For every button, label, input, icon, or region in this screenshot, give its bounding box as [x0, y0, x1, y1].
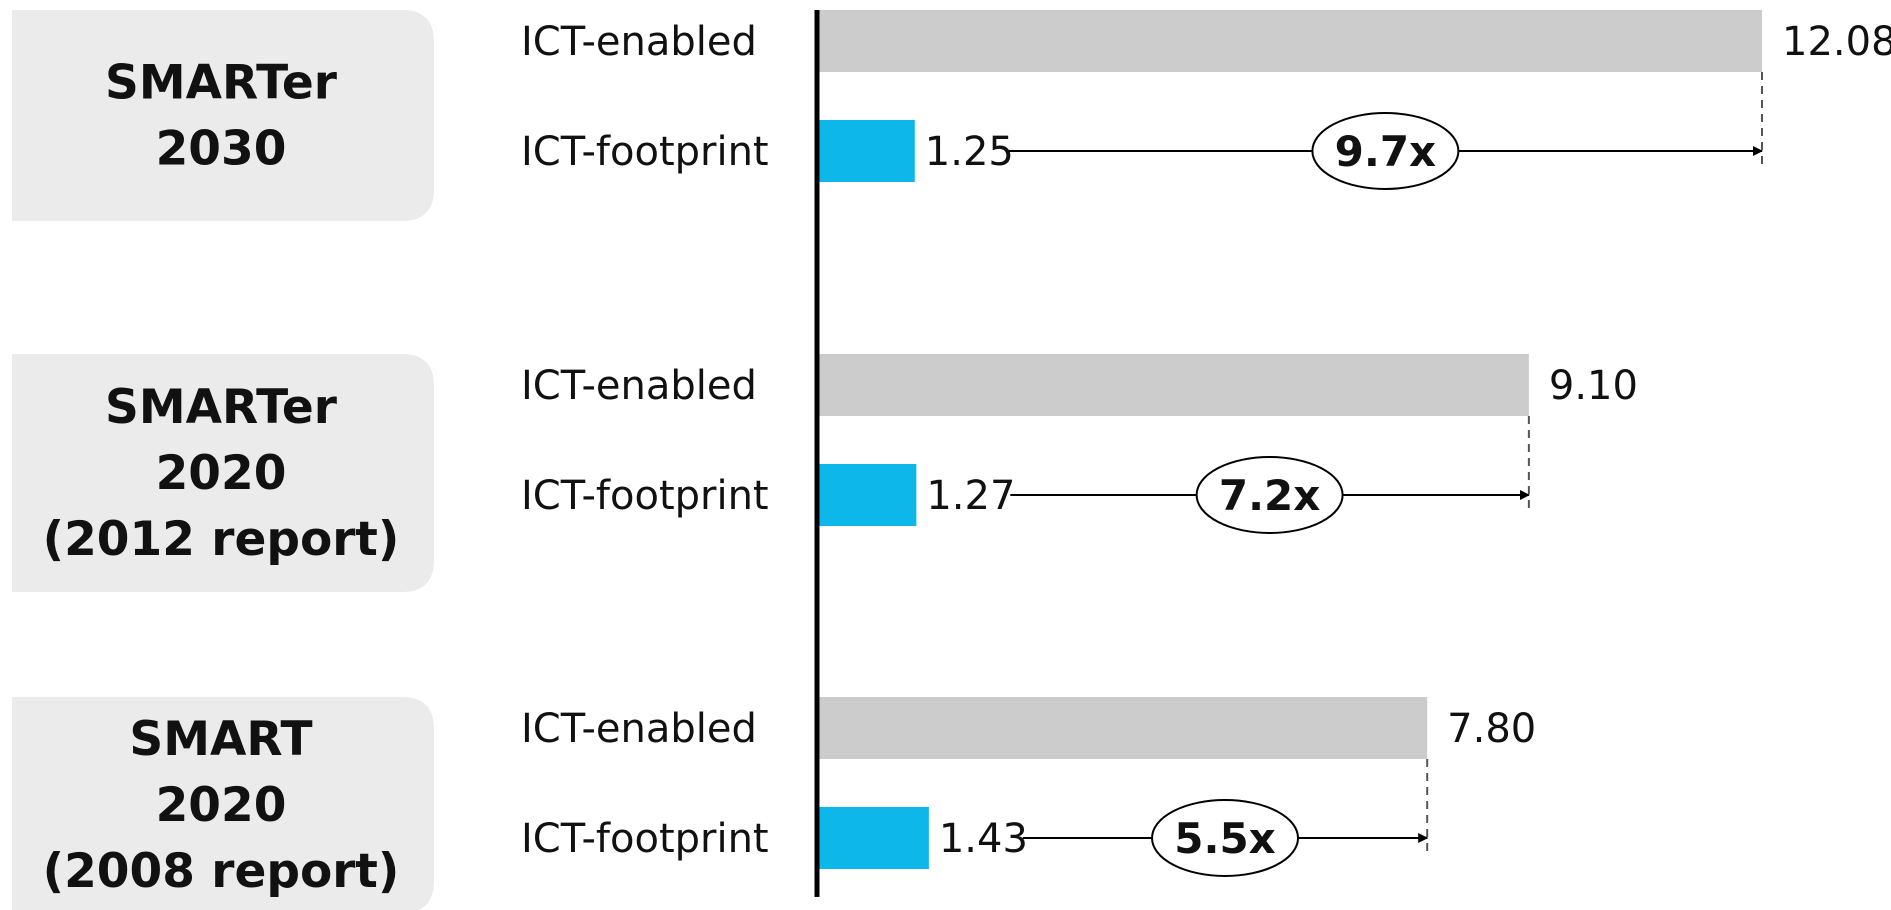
group-label-line: 2020	[156, 778, 287, 833]
enabled-row-label: ICT-enabled	[521, 363, 757, 409]
enabled-bar	[817, 697, 1428, 759]
enabled-row-label: ICT-enabled	[521, 19, 757, 65]
group-panels: SMARTer 2030 SMARTer 2020 (2012 report) SMART…	[12, 10, 434, 910]
footprint-row-label: ICT-footprint	[521, 473, 769, 519]
group-label-line: 2030	[156, 122, 287, 177]
group-panel	[12, 10, 434, 221]
footprint-value-label: 1.43	[939, 816, 1028, 862]
group-label-line: (2012 report)	[43, 512, 400, 567]
enabled-value-label: 12.08	[1782, 19, 1891, 65]
footprint-value-label: 1.27	[926, 473, 1015, 519]
group-panel	[12, 354, 434, 592]
group-label-line: (2008 report)	[43, 844, 400, 899]
multiplier-ellipse	[1151, 799, 1300, 877]
footprint-row-label: ICT-footprint	[521, 816, 769, 862]
group-label-line: 2020	[156, 446, 287, 501]
enabled-bar	[817, 10, 1762, 72]
enabled-value-label: 7.80	[1447, 706, 1536, 752]
footprint-bar	[819, 120, 915, 182]
group-label-line: SMARTer	[105, 380, 338, 435]
enabled-value-label: 9.10	[1549, 363, 1638, 409]
enabled-bar	[817, 354, 1529, 416]
footprint-bar	[819, 464, 917, 526]
group-label-line: SMARTer	[105, 56, 338, 111]
group-label-line: SMART	[129, 712, 312, 767]
footprint-value-label: 1.25	[925, 129, 1014, 175]
multiplier-label: 7.2x	[1219, 471, 1321, 520]
multiplier-ellipse	[1311, 112, 1460, 190]
multiplier-label: 5.5x	[1174, 814, 1276, 863]
group-panel	[12, 697, 434, 910]
footprint-row-label: ICT-footprint	[521, 129, 769, 175]
multiplier-ellipse	[1195, 456, 1344, 534]
multiplier-label: 9.7x	[1335, 127, 1437, 176]
chart-marks: ICT-enabled 12.08 ICT-footprint 1.25 9.7x ICT…	[521, 10, 1891, 877]
enabled-row-label: ICT-enabled	[521, 706, 757, 752]
footprint-bar	[819, 807, 929, 869]
